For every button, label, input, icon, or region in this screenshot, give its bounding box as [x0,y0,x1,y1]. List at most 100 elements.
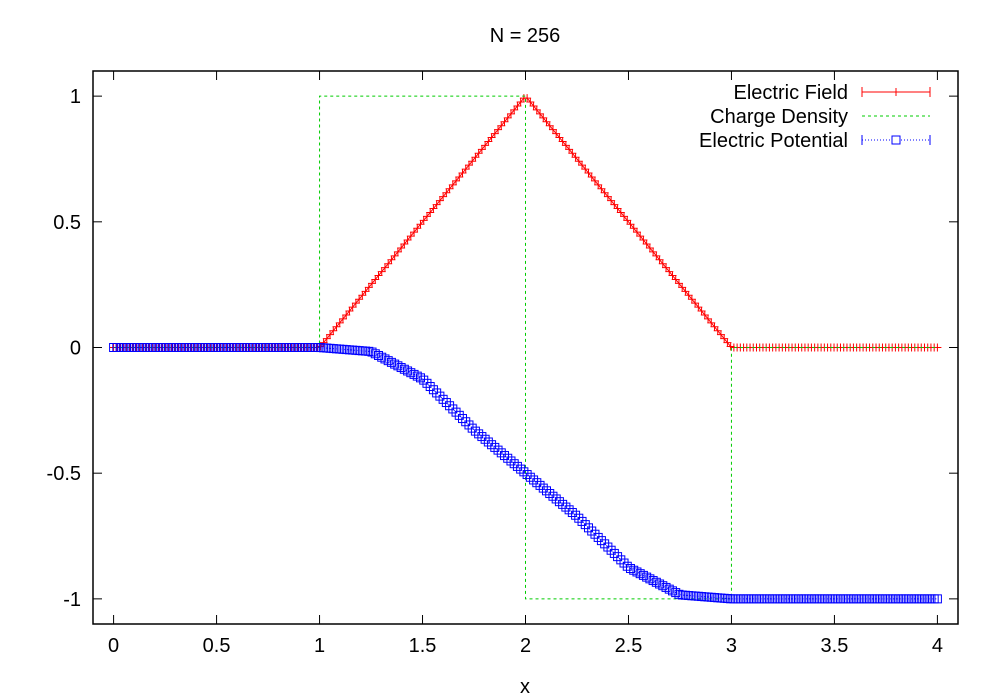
legend-error-bar [861,87,931,97]
square-marker [564,505,574,515]
plus-marker [432,200,441,209]
square-marker [364,346,374,356]
square-marker [399,364,409,374]
plus-marker [490,129,499,138]
plus-marker [387,255,396,264]
plus-marker [581,165,590,174]
plus-marker [623,216,632,225]
square-marker [561,502,571,512]
series-charge-density [113,95,938,600]
square-marker [590,529,600,539]
plus-marker [687,295,696,304]
square-marker [458,414,468,424]
plus-marker [674,279,683,288]
square-marker [448,404,458,414]
plus-marker [500,117,509,126]
square-marker [635,569,645,579]
square-marker [470,426,480,436]
square-marker [428,385,438,395]
legend-error-bar [861,135,931,145]
plus-marker [629,224,638,233]
x-tick-label: 0 [108,635,119,657]
square-marker [500,451,510,461]
square-marker [487,440,497,450]
plus-marker [658,259,667,268]
plus-marker [435,196,444,205]
plus-marker [371,275,380,284]
x-tick-label: 1 [314,635,325,657]
plus-marker [590,176,599,185]
square-marker [655,579,665,589]
square-marker [616,555,626,565]
y-tick-label: -1 [63,589,81,611]
square-marker [648,576,658,586]
plus-marker [707,318,716,327]
square-marker [558,499,568,509]
plus-marker [555,133,564,142]
plus-marker [477,145,486,154]
plus-marker [319,338,328,347]
square-marker [503,453,513,463]
square-marker [619,558,629,568]
square-marker [370,349,380,359]
plus-marker [642,239,651,248]
plus-marker [445,184,454,193]
plus-marker [716,330,725,339]
square-marker [509,459,519,469]
plus-marker [322,334,331,343]
plus-marker [329,326,338,335]
square-marker [609,548,619,558]
plus-marker [649,247,658,256]
plus-marker [410,228,419,237]
legend-label: Electric Field [734,82,848,104]
plus-marker [497,121,506,130]
plus-marker [442,188,451,197]
square-marker [664,584,674,594]
x-axis-label: x [520,676,530,698]
square-marker [674,589,684,599]
plus-marker [510,105,519,114]
plus-marker [426,208,435,217]
plus-marker [458,169,467,178]
plus-marker [548,125,557,134]
plus-marker [561,141,570,150]
plus-marker [364,283,373,292]
square-marker [377,352,387,362]
plus-marker [723,338,732,347]
square-marker [587,526,597,536]
plus-marker [539,113,548,122]
plus-marker [474,149,483,158]
square-marker [551,494,561,504]
plus-marker [545,121,554,130]
plus-marker [368,279,377,288]
plus-marker [678,283,687,292]
square-marker [419,375,429,385]
square-marker [393,361,403,371]
series-electric-potential [109,343,942,604]
plus-marker [726,342,735,351]
square-marker [554,497,564,507]
square-marker [403,366,413,376]
square-marker [651,577,661,587]
square-marker [580,520,590,530]
plus-marker [338,314,347,323]
plus-marker [377,267,386,276]
plus-marker [452,176,461,185]
square-marker [461,417,471,427]
plus-marker [455,172,464,181]
square-marker [422,378,432,388]
square-marker [490,442,500,452]
square-marker [454,410,464,420]
plus-marker [603,192,612,201]
square-marker [445,401,455,411]
square-marker [380,354,390,364]
square-marker [409,369,419,379]
square-marker [541,486,551,496]
plus-marker [542,117,551,126]
square-marker [383,356,393,366]
plus-marker [636,232,645,241]
square-marker [435,391,445,401]
plus-marker [558,137,567,146]
plus-marker [355,295,364,304]
